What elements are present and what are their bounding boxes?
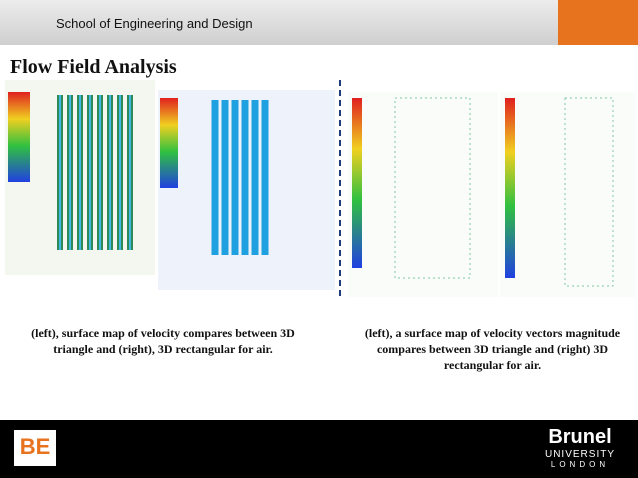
logo-line: LONDON [550, 460, 610, 469]
vector-field [394, 97, 471, 279]
logo-line: UNIVERSITY [544, 449, 615, 460]
logo-left: BE [14, 430, 56, 466]
logo-right: Brunel UNIVERSITY LONDON [540, 426, 620, 469]
serpentine-core [59, 95, 131, 250]
caption-right: (left), a surface map of velocity vector… [364, 326, 621, 372]
vector-field [564, 97, 614, 287]
figures [5, 80, 635, 300]
slide-title: Flow Field Analysis [10, 56, 177, 78]
color-bar [8, 92, 30, 182]
header-bar: School of Engineering and Design [0, 0, 638, 45]
image-triangle-vectors [348, 92, 498, 297]
header-title: School of Engineering and Design [56, 16, 253, 31]
image-rectangular-vectors [500, 92, 635, 297]
header-accent [558, 0, 638, 45]
footer-bar [0, 420, 638, 478]
color-bar [505, 98, 515, 278]
color-bar [160, 98, 178, 188]
caption-left: (left), surface map of velocity compares… [31, 326, 295, 356]
logo-name: Brunel [548, 426, 612, 448]
serpentine [211, 100, 269, 255]
color-bar [352, 98, 362, 268]
